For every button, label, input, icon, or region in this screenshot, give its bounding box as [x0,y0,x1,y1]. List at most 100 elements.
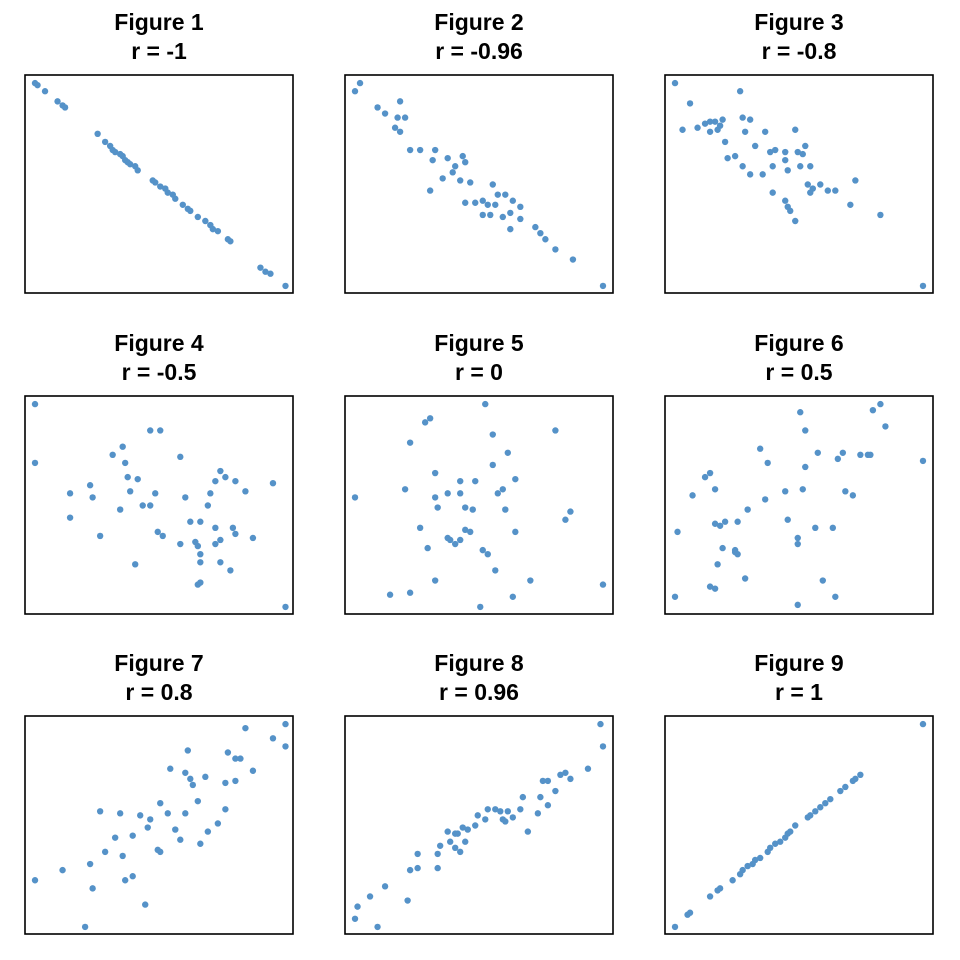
point [444,534,451,542]
point [157,848,164,856]
point [194,797,202,805]
plot-frame [24,74,294,294]
point [567,508,574,515]
point [222,473,229,481]
point [814,449,821,456]
point [59,866,66,874]
point [207,490,214,497]
point [484,201,491,208]
point [487,211,494,219]
point [187,518,194,525]
point [802,427,809,434]
point [817,804,824,811]
point [509,593,517,600]
point [429,156,436,164]
point [741,575,749,582]
point [182,810,189,817]
point [157,183,164,190]
point [512,475,519,483]
point [721,138,729,146]
point [492,201,499,208]
point [472,477,479,485]
point [197,550,204,558]
point [96,808,104,815]
point [426,415,434,422]
point [467,528,474,536]
point [31,877,39,884]
point [919,457,927,465]
point [454,830,461,837]
point [792,126,799,133]
point [857,451,864,459]
point [116,810,124,817]
point [457,490,464,497]
point [756,854,764,862]
point [479,211,486,219]
point [719,544,726,552]
point [444,828,451,835]
point [827,795,834,803]
point [557,771,564,779]
point [444,490,451,497]
point [842,488,849,495]
point [847,201,854,208]
point [204,502,212,509]
point [217,559,224,566]
point [734,518,741,525]
point [126,488,134,495]
point [517,806,524,813]
point [416,524,424,532]
point [671,923,679,931]
point [197,840,204,847]
point [509,197,517,204]
point [212,477,219,485]
point [867,451,874,459]
chart-subtitle: r = 0 [455,359,503,385]
point [177,836,184,843]
point [232,755,239,762]
chart-subtitle: r = 1 [775,679,823,705]
point [66,514,74,521]
point [31,400,39,408]
point [134,167,141,174]
point [711,520,719,527]
point [457,477,464,485]
point [716,522,724,529]
point [96,532,104,540]
point [217,467,224,475]
point [406,589,414,596]
point [807,189,814,196]
point [679,126,686,133]
point [797,409,804,416]
point [452,844,459,852]
point [282,743,289,750]
point [764,459,771,467]
point [507,225,514,233]
chart-title: Figure 6 [754,330,843,356]
point [537,229,544,237]
point [832,593,839,600]
point [746,171,754,178]
point [61,104,69,111]
point [212,524,219,532]
point [759,171,766,178]
point [746,116,754,123]
point [469,506,476,513]
point [852,177,859,184]
point [494,490,501,497]
point [414,864,421,872]
point [282,282,289,290]
plot-frame [664,395,934,615]
point [842,783,849,791]
point [807,812,814,819]
point [822,800,829,807]
point [267,270,274,277]
point [794,601,801,609]
point [802,142,809,150]
point [424,544,431,552]
point [182,494,189,501]
chart-subtitle: r = 0.5 [765,359,832,385]
point [739,114,746,121]
point [194,213,202,221]
point [744,506,751,513]
